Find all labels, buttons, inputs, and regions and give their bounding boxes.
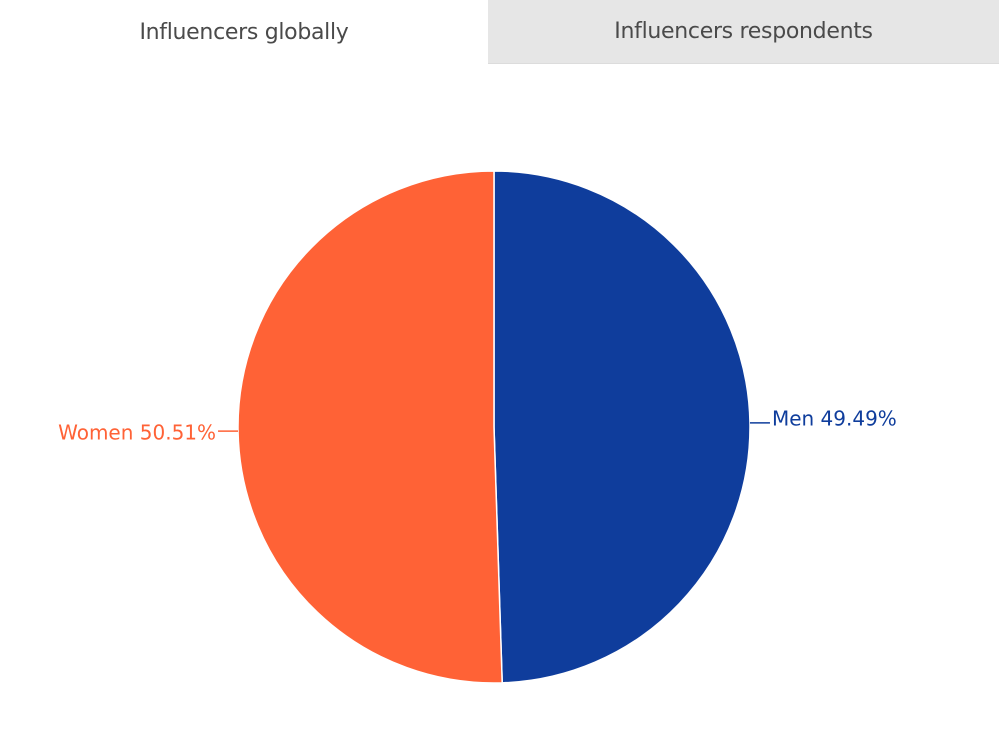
- tab-influencers-globally-label: Influencers globally: [139, 19, 349, 45]
- pie-slice-women[interactable]: [237, 170, 503, 684]
- tab-influencers-globally[interactable]: Influencers globally: [0, 0, 488, 64]
- tab-influencers-respondents-label: Influencers respondents: [614, 19, 873, 44]
- tab-influencers-respondents[interactable]: Influencers respondents: [488, 0, 999, 64]
- pie-chart-area: Men 49.49% Women 50.51%: [0, 64, 1000, 753]
- pie-label-women: Women 50.51%: [58, 421, 216, 445]
- pie-chart: Men 49.49% Women 50.51%: [58, 170, 897, 684]
- tab-bar: Influencers globally Influencers respond…: [0, 0, 1000, 64]
- pie-slice-men[interactable]: [493, 170, 751, 684]
- pie-label-men: Men 49.49%: [772, 406, 897, 430]
